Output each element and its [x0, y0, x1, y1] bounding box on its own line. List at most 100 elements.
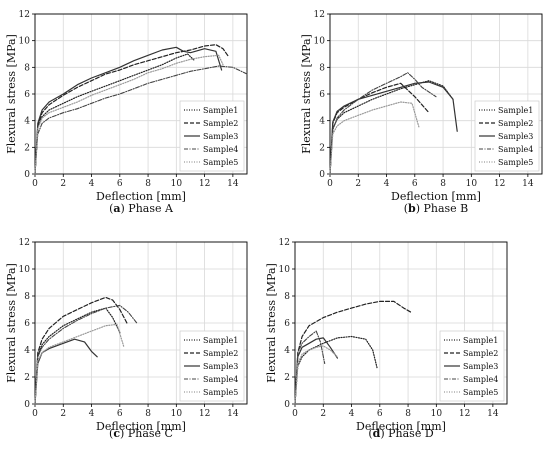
y-axis-label: Flexural stress [MPa] — [265, 263, 278, 383]
y-tick-label: 10 — [314, 37, 326, 47]
x-tick-label: 10 — [431, 409, 443, 419]
series-line-sample1 — [294, 335, 378, 405]
y-tick-label: 8 — [24, 292, 30, 302]
series-line-sample2 — [329, 82, 430, 175]
chart-panel-b: 0 2 4 6 8 10 12 14 0 2 4 6 8 10 12 Deflection [mm] Flexu… — [300, 10, 543, 215]
caption-text: ) Phase C — [120, 427, 173, 440]
legend-label: Sample5 — [463, 388, 498, 397]
legend-label: Sample1 — [203, 106, 238, 115]
legend-label: Sample5 — [203, 158, 238, 167]
x-tick-label: 12 — [459, 409, 470, 419]
series-line-sample4 — [34, 304, 138, 405]
y-tick-label: 6 — [24, 90, 30, 100]
y-tick-label: 10 — [19, 265, 31, 275]
legend-label: Sample5 — [203, 388, 238, 397]
legend-label: Sample2 — [498, 119, 533, 128]
x-tick-label: 6 — [117, 409, 123, 419]
x-tick-label: 4 — [349, 409, 355, 419]
legend-label: Sample3 — [498, 132, 533, 141]
x-tick-label: 0 — [32, 409, 38, 419]
legend-label: Sample5 — [498, 158, 533, 167]
series-line-sample2 — [34, 44, 230, 175]
legend-label: Sample2 — [203, 119, 238, 128]
series-line-sample1 — [329, 80, 454, 175]
y-tick-label: 6 — [284, 319, 290, 329]
legend-label: Sample4 — [203, 375, 238, 384]
chart-panel-a: 0 2 4 6 8 10 12 14 0 2 4 6 8 10 12 Deflection [mm] Flexu… — [5, 10, 248, 215]
y-tick-label: 0 — [284, 400, 290, 410]
legend-label: Sample3 — [203, 362, 238, 371]
x-tick-label: 8 — [145, 179, 151, 189]
series-line-sample3 — [34, 46, 223, 175]
x-tick-label: 12 — [199, 409, 210, 419]
y-axis-label: Flexural stress [MPa] — [5, 263, 18, 383]
series-line-sample5 — [294, 345, 338, 405]
x-tick-label: 2 — [355, 179, 361, 189]
chart-panel-c: 0 2 4 6 8 10 12 14 0 2 4 6 8 10 12 Deflection [mm] Flexu… — [5, 238, 248, 440]
legend-label: Sample1 — [498, 106, 533, 115]
caption-text: ) Phase D — [380, 427, 433, 440]
y-tick-label: 0 — [24, 400, 30, 410]
series-line-sample5 — [34, 54, 224, 175]
caption-paren-open: ( — [368, 427, 372, 440]
legend-label: Sample2 — [203, 349, 238, 358]
y-tick-label: 10 — [279, 265, 291, 275]
y-tick-label: 4 — [319, 117, 325, 127]
panel-caption: (d) Phase D — [368, 427, 433, 440]
series-line-sample1 — [34, 53, 196, 175]
y-tick-label: 12 — [19, 238, 30, 248]
legend-label: Sample4 — [203, 145, 238, 154]
x-tick-label: 14 — [487, 409, 499, 419]
series-line-sample2 — [34, 296, 128, 405]
y-tick-label: 12 — [19, 10, 30, 20]
y-tick-label: 4 — [284, 346, 290, 356]
y-tick-label: 4 — [24, 117, 30, 127]
x-axis-label: Deflection [mm] — [96, 190, 186, 203]
legend-label: Sample3 — [463, 362, 498, 371]
y-tick-label: 4 — [24, 346, 30, 356]
series-line-sample3 — [329, 81, 458, 175]
legend-label: Sample1 — [203, 336, 238, 345]
legend-label: Sample3 — [203, 132, 238, 141]
caption-label: a — [113, 202, 120, 215]
series-line-sample3 — [294, 337, 338, 405]
x-tick-label: 14 — [227, 409, 239, 419]
series-line-sample5 — [329, 101, 420, 175]
x-tick-label: 0 — [327, 179, 333, 189]
series-line-sample4 — [329, 72, 437, 175]
caption-label: c — [113, 427, 120, 440]
x-tick-label: 2 — [60, 409, 66, 419]
caption-label: d — [373, 427, 381, 440]
legend-label: Sample4 — [463, 375, 498, 384]
caption-paren-open: ( — [109, 427, 113, 440]
y-tick-label: 10 — [19, 37, 31, 47]
legend-label: Sample1 — [463, 336, 498, 345]
x-tick-label: 8 — [440, 179, 446, 189]
y-tick-label: 2 — [24, 143, 30, 153]
series-line-sample2 — [294, 300, 412, 405]
x-axis-label: Deflection [mm] — [391, 190, 481, 203]
x-tick-label: 2 — [60, 179, 66, 189]
x-tick-label: 0 — [292, 409, 298, 419]
x-tick-label: 14 — [227, 179, 239, 189]
legend-label: Sample2 — [463, 349, 498, 358]
x-tick-label: 4 — [89, 409, 95, 419]
y-tick-label: 0 — [24, 170, 30, 180]
x-tick-label: 12 — [199, 179, 210, 189]
x-tick-label: 6 — [117, 179, 123, 189]
x-tick-label: 2 — [320, 409, 326, 419]
y-tick-label: 0 — [319, 170, 325, 180]
x-tick-label: 4 — [384, 179, 390, 189]
y-tick-label: 8 — [319, 63, 325, 73]
y-tick-label: 12 — [314, 10, 325, 20]
x-tick-label: 10 — [466, 179, 478, 189]
x-tick-label: 8 — [145, 409, 151, 419]
y-tick-label: 12 — [279, 238, 290, 248]
x-tick-label: 0 — [32, 179, 38, 189]
y-tick-label: 8 — [284, 292, 290, 302]
y-tick-label: 6 — [319, 90, 325, 100]
y-axis-label: Flexural stress [MPa] — [300, 34, 313, 154]
y-tick-label: 8 — [24, 63, 30, 73]
x-tick-label: 4 — [89, 179, 95, 189]
